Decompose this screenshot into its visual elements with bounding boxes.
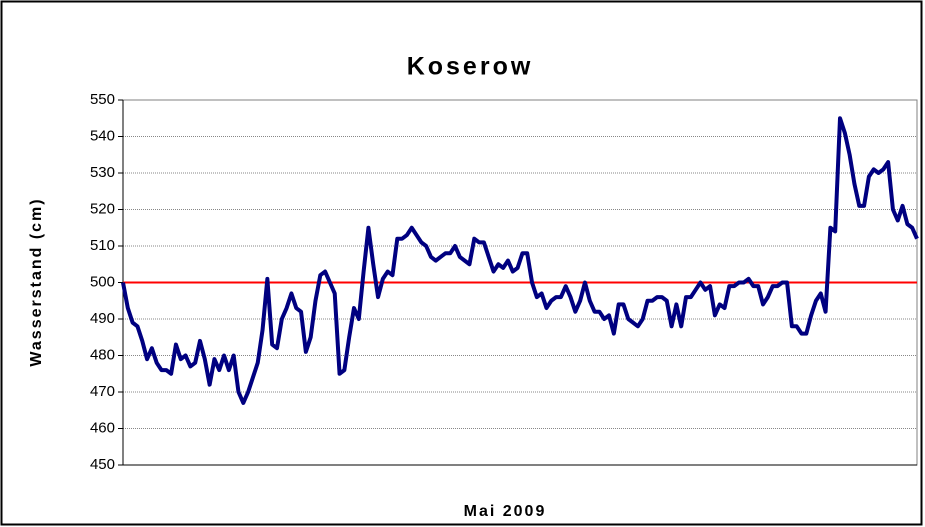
data-line bbox=[121, 116, 919, 405]
y-tick-label: 490 bbox=[90, 310, 115, 327]
y-tick-label: 460 bbox=[90, 419, 115, 436]
y-tick-label: 500 bbox=[90, 273, 115, 290]
y-tick-label: 470 bbox=[90, 383, 115, 400]
y-tick-label: 550 bbox=[90, 91, 115, 108]
y-tick-label: 510 bbox=[90, 237, 115, 254]
chart-title: Koserow bbox=[407, 53, 534, 81]
y-tick-label: 530 bbox=[90, 164, 115, 181]
y-tick-label: 480 bbox=[90, 346, 115, 363]
y-tick-label: 540 bbox=[90, 127, 115, 144]
x-axis-title: Mai 2009 bbox=[464, 503, 547, 520]
y-axis-title: Wasserstand (cm) bbox=[28, 197, 45, 366]
y-tick-label: 520 bbox=[90, 200, 115, 217]
y-tick-label: 450 bbox=[90, 456, 115, 473]
